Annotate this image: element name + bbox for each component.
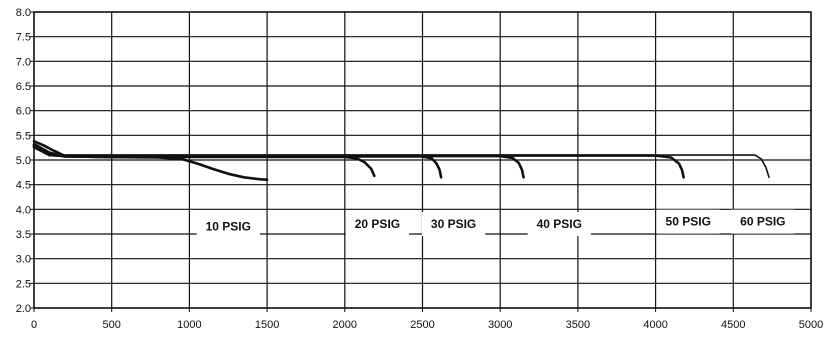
- axis-tick-labels: 0 500 1000 1500 2000 2500 3000 3500 4000 4500 5000…: [16, 7, 824, 331]
- x-tick-label: 1500: [255, 319, 279, 331]
- series-labels: 10 PSIG 20 PSIG 30 PSIG 40 PSIG 50 PSIG 60 PS…: [196, 209, 795, 239]
- series-label-box: [656, 209, 720, 234]
- series-line-1: [32, 140, 269, 181]
- plot-frame: [33, 11, 812, 309]
- series-label-3: 30 PSIG: [421, 212, 486, 237]
- x-tick-label: 2500: [410, 319, 434, 331]
- y-tick-label: 4.0: [16, 204, 31, 216]
- series-label-text: 40 PSIG: [537, 217, 582, 231]
- series-label-text: 60 PSIG: [740, 215, 785, 229]
- y-tick-label: 7.0: [16, 56, 31, 68]
- x-tick-label: 0: [31, 319, 37, 331]
- y-tick-label: 5.5: [16, 130, 31, 142]
- series-label-1: 10 PSIG: [196, 214, 260, 239]
- y-tick-label: 7.5: [16, 32, 31, 44]
- y-tick-label: 6.0: [16, 106, 31, 118]
- series-label-text: 20 PSIG: [355, 217, 400, 231]
- series-label-text: 10 PSIG: [206, 220, 251, 234]
- x-tick-label: 4500: [721, 319, 745, 331]
- y-tick-label: 4.5: [16, 180, 31, 192]
- series-line-6: [64, 154, 770, 179]
- series-label-box: [421, 212, 486, 237]
- y-tick-label: 2.5: [16, 278, 31, 290]
- y-tick-label: 8.0: [16, 7, 31, 19]
- series-label-5: 50 PSIG: [656, 209, 720, 234]
- series-label-6: 60 PSIG: [731, 209, 795, 234]
- y-tick-label: 3.5: [16, 229, 31, 241]
- series-label-text: 50 PSIG: [666, 215, 711, 229]
- y-tick-label: 6.5: [16, 81, 31, 93]
- y-tick-label: 5.0: [16, 155, 31, 167]
- x-tick-label: 1000: [177, 319, 201, 331]
- x-tick-label: 500: [103, 319, 121, 331]
- series-label-2: 20 PSIG: [345, 212, 410, 237]
- series-label-box: [196, 214, 260, 239]
- x-tick-label: 3000: [488, 319, 512, 331]
- series-label-box: [731, 209, 795, 234]
- data-series: [32, 140, 770, 181]
- x-tick-label: 4000: [643, 319, 667, 331]
- series-label-4: 40 PSIG: [527, 212, 591, 237]
- series-label-text: 30 PSIG: [431, 217, 476, 231]
- y-tick-label: 2.0: [16, 303, 31, 315]
- series-label-box: [527, 212, 591, 237]
- x-tick-label: 3500: [566, 319, 590, 331]
- y-tick-label: 3.0: [16, 254, 31, 266]
- series-label-box: [345, 212, 410, 237]
- x-tick-label: 2000: [333, 319, 357, 331]
- x-tick-label: 5000: [799, 319, 823, 331]
